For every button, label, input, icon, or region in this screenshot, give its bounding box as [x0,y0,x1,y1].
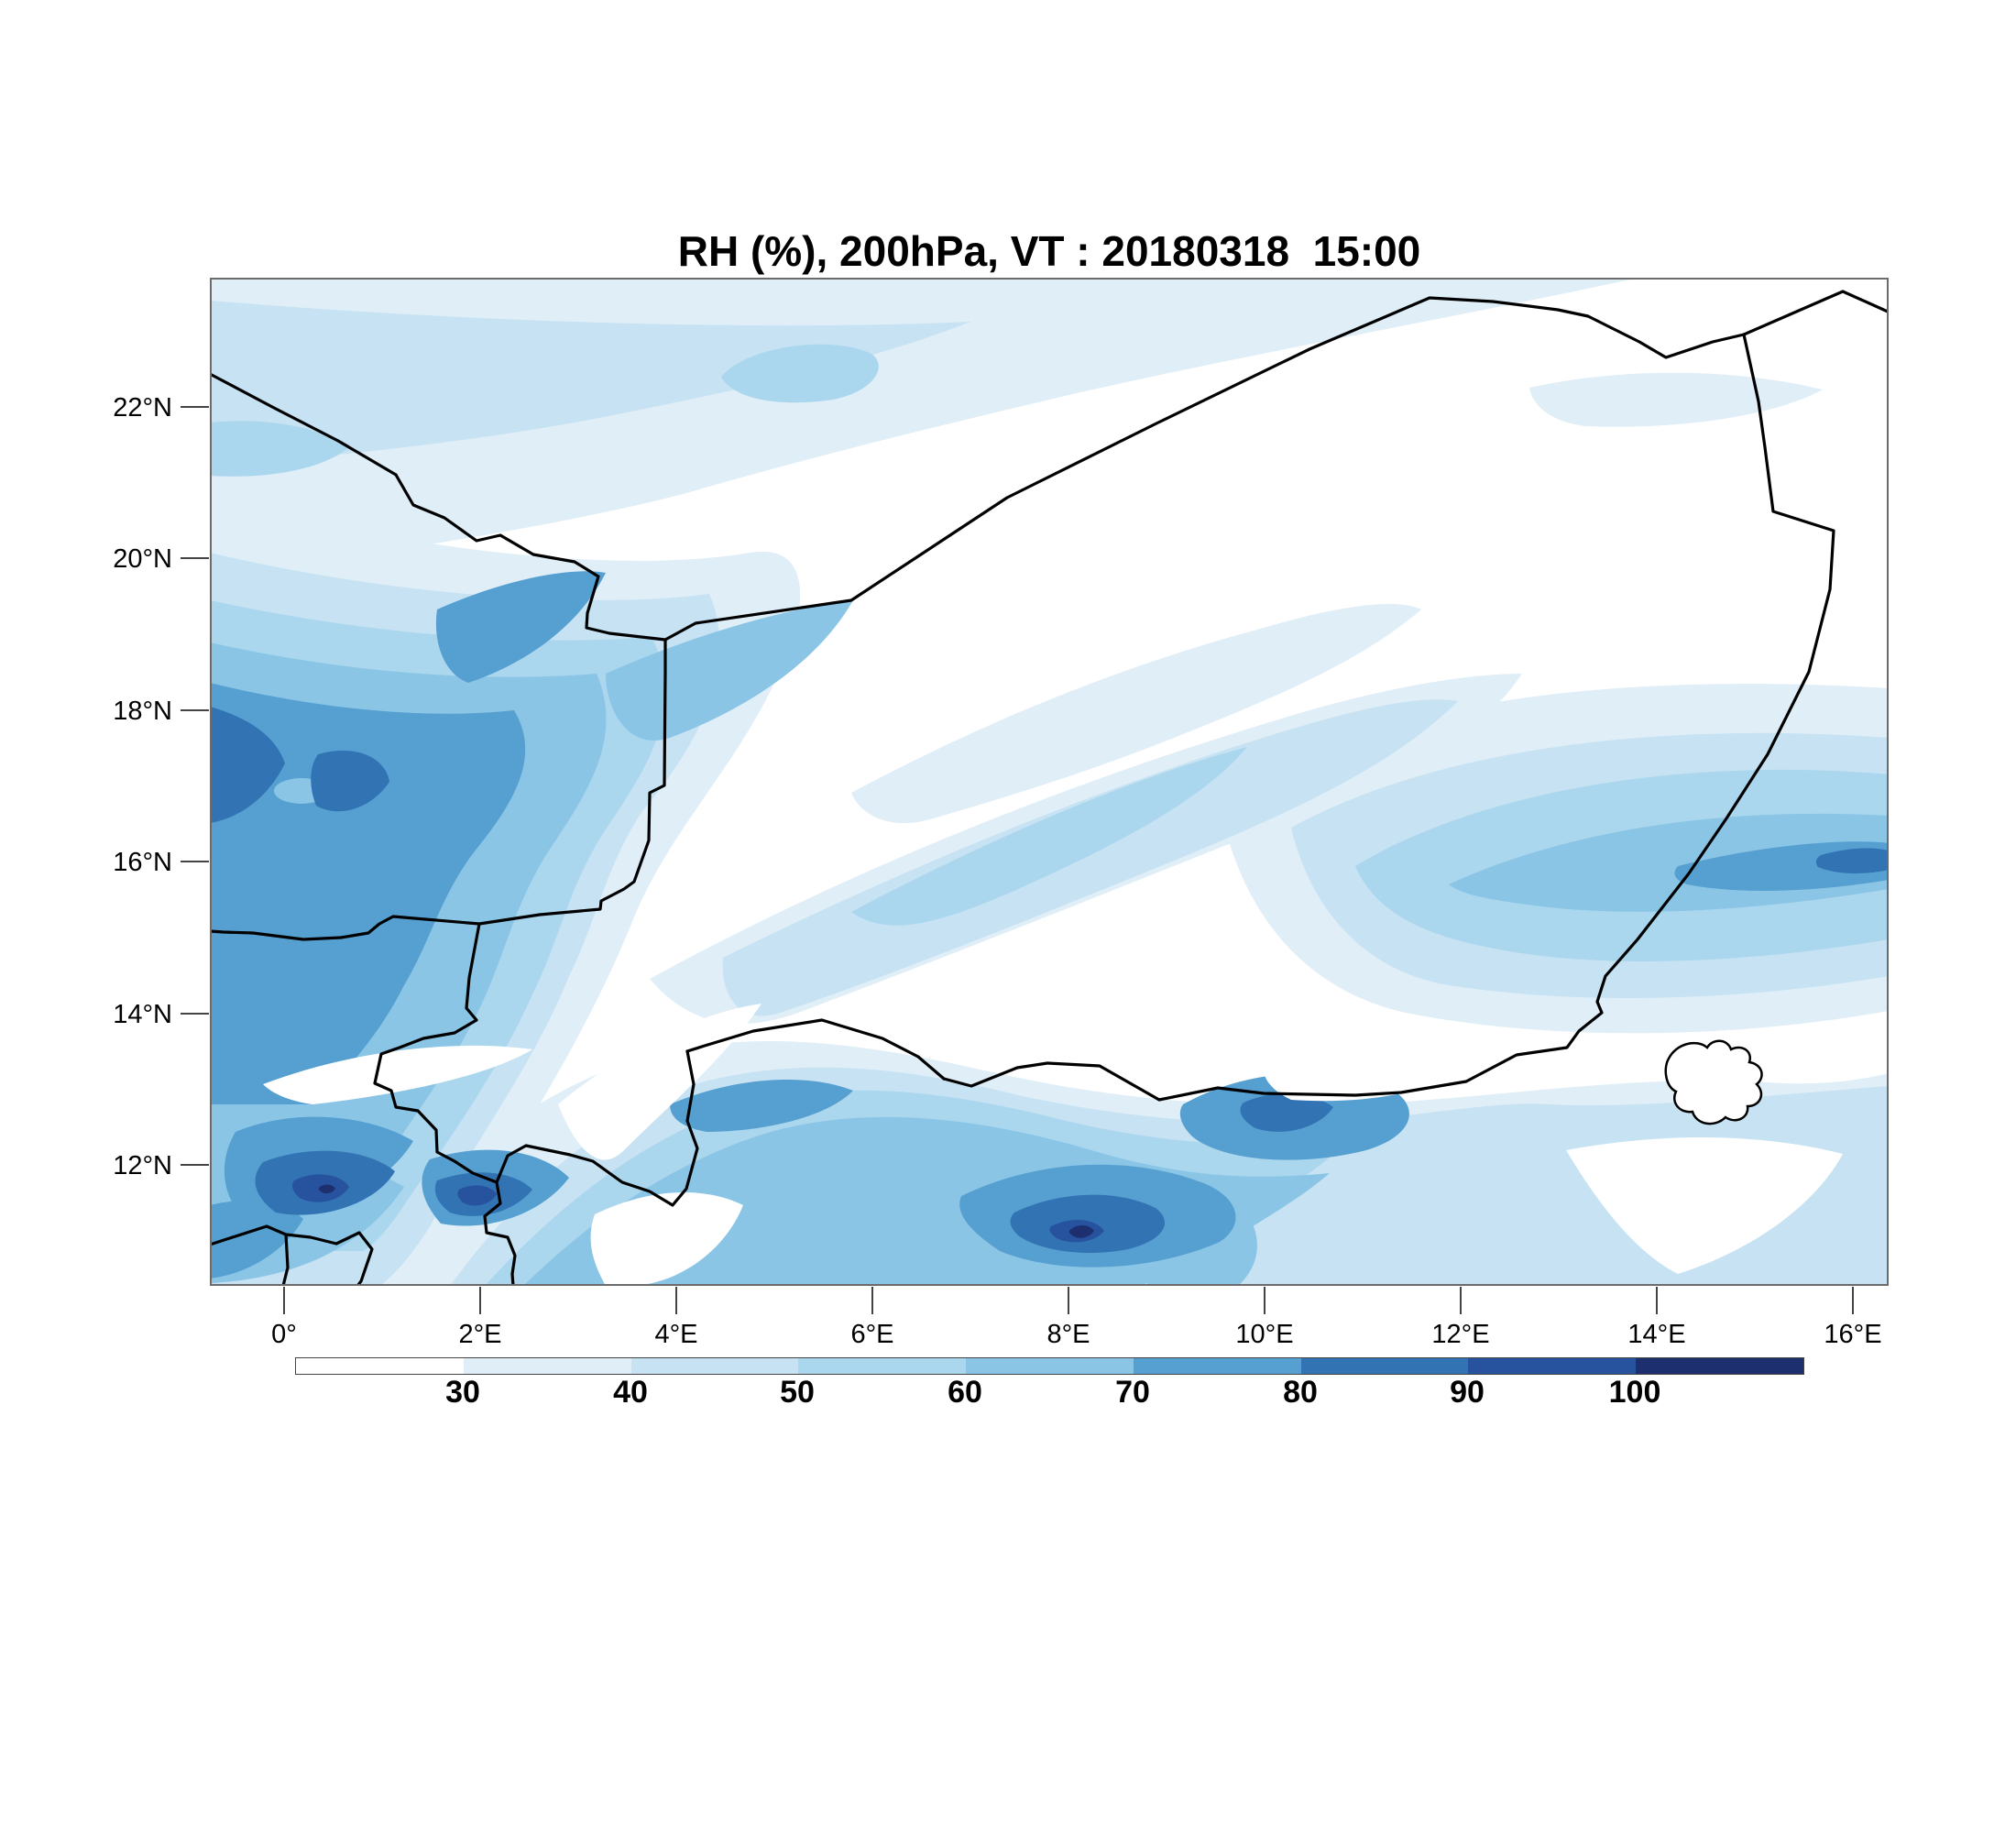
colorbar-label: 50 [780,1375,815,1410]
colorbar-label: 90 [1450,1375,1485,1410]
border-niger-nigeria-west [685,1018,946,1081]
colorbar-label: 30 [445,1375,480,1410]
lon-tick-mark [1068,1287,1069,1314]
lon-tick-label: 8°E [1046,1320,1090,1349]
colorbar-label: 70 [1115,1375,1150,1410]
border-burkina-togo [210,1224,374,1286]
lon-tick-label: 16°E [1824,1320,1882,1349]
lon-tick-label: 2°E [458,1320,502,1349]
country-borders [210,290,1889,1286]
map-frame [210,278,1889,1286]
plot-title: RH (%), 200hPa, VT : 20180318 15:00 [677,227,1421,275]
colorbar [295,1357,1804,1375]
lon-tick-label: 0° [271,1320,297,1349]
border-libya-chad [1742,290,1889,336]
lat-tick-mark [181,1164,209,1166]
lon-tick-mark [1656,1287,1658,1314]
colorbar-label: 40 [613,1375,648,1410]
lat-tick-mark [181,861,209,862]
lat-tick-mark [181,1013,209,1015]
border-algeria-mali [210,372,398,477]
contour-band-over-100 [318,1184,1094,1238]
border-algeria-niger-libya [394,296,1746,642]
lake-chad-outline [1664,1039,1763,1125]
lat-tick-mark [181,406,209,408]
border-niger-chad-nigeria [942,333,1835,1102]
lon-tick-mark [1264,1287,1265,1314]
colorbar-segment [1468,1358,1637,1374]
border-mali-niger [210,638,667,941]
colorbar-segment [630,1358,799,1374]
lat-tick-label: 12°N [113,1151,172,1180]
colorbar-label: 80 [1283,1375,1318,1410]
lon-tick-label: 12°E [1431,1320,1490,1349]
lat-tick-label: 16°N [113,848,172,877]
lat-tick-mark [181,709,209,711]
colorbar-segment [1133,1358,1301,1374]
lat-tick-label: 14°N [113,1000,172,1029]
lon-tick-label: 10°E [1235,1320,1294,1349]
lat-tick-label: 20°N [113,544,172,574]
lon-tick-mark [283,1287,285,1314]
lat-tick-label: 18°N [113,697,172,726]
colorbar-segment [463,1358,631,1374]
lon-tick-mark [1460,1287,1462,1314]
colorbar-segment [296,1358,464,1374]
border-togo-ghana [281,1233,290,1286]
lon-tick-mark [1852,1287,1854,1314]
colorbar-segment [1300,1358,1469,1374]
lon-tick-label: 14°E [1627,1320,1686,1349]
lat-tick-label: 22°N [113,393,172,423]
lon-tick-mark [871,1287,873,1314]
rh-contour-map [210,278,1889,1286]
lon-tick-mark [479,1287,481,1314]
colorbar-label: 60 [948,1375,982,1410]
lon-tick-label: 6°E [850,1320,894,1349]
border-niger-burkina-benin [373,922,517,1286]
lon-tick-mark [675,1287,677,1314]
colorbar-segment [798,1358,967,1374]
colorbar-segment [1636,1358,1804,1374]
lat-tick-mark [181,557,209,559]
border-benin-nigeria [495,1049,699,1207]
colorbar-label: 100 [1608,1375,1661,1410]
lon-tick-label: 4°E [654,1320,698,1349]
colorbar-segment [966,1358,1134,1374]
